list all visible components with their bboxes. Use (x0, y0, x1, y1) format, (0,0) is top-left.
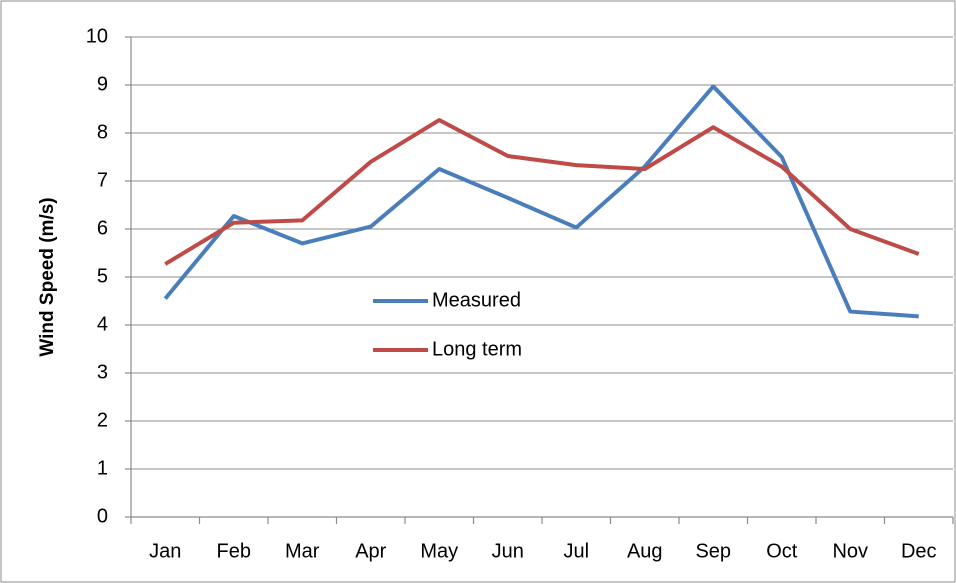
x-tick-label: Apr (355, 540, 386, 562)
legend-label: Long term (432, 338, 522, 360)
y-tick-label: 0 (97, 505, 108, 527)
y-tick-label: 9 (97, 73, 108, 95)
y-tick-label: 4 (97, 313, 108, 335)
y-tick-label: 10 (86, 25, 108, 47)
y-tick-label: 1 (97, 457, 108, 479)
x-tick-label: Feb (217, 540, 251, 562)
y-tick-label: 6 (97, 217, 108, 239)
legend-label: Measured (432, 289, 521, 311)
x-tick-label: Dec (901, 540, 937, 562)
x-tick-label: Jun (492, 540, 524, 562)
x-tick-label: Oct (766, 540, 798, 562)
y-tick-label: 3 (97, 361, 108, 383)
y-tick-label: 7 (97, 169, 108, 191)
x-tick-label: May (420, 540, 458, 562)
y-tick-label: 2 (97, 409, 108, 431)
line-series (164, 118, 920, 266)
line-series (163, 84, 919, 319)
x-tick-label: Nov (832, 540, 868, 562)
x-tick-label: Mar (285, 540, 320, 562)
y-tick-label: 5 (97, 265, 108, 287)
x-tick-label: Sep (695, 540, 731, 562)
x-tick-label: Jul (563, 540, 589, 562)
y-tick-label: 8 (97, 121, 108, 143)
y-axis-label: Wind Speed (m/s) (37, 197, 58, 356)
x-tick-label: Jan (149, 540, 181, 562)
x-tick-label: Aug (627, 540, 663, 562)
